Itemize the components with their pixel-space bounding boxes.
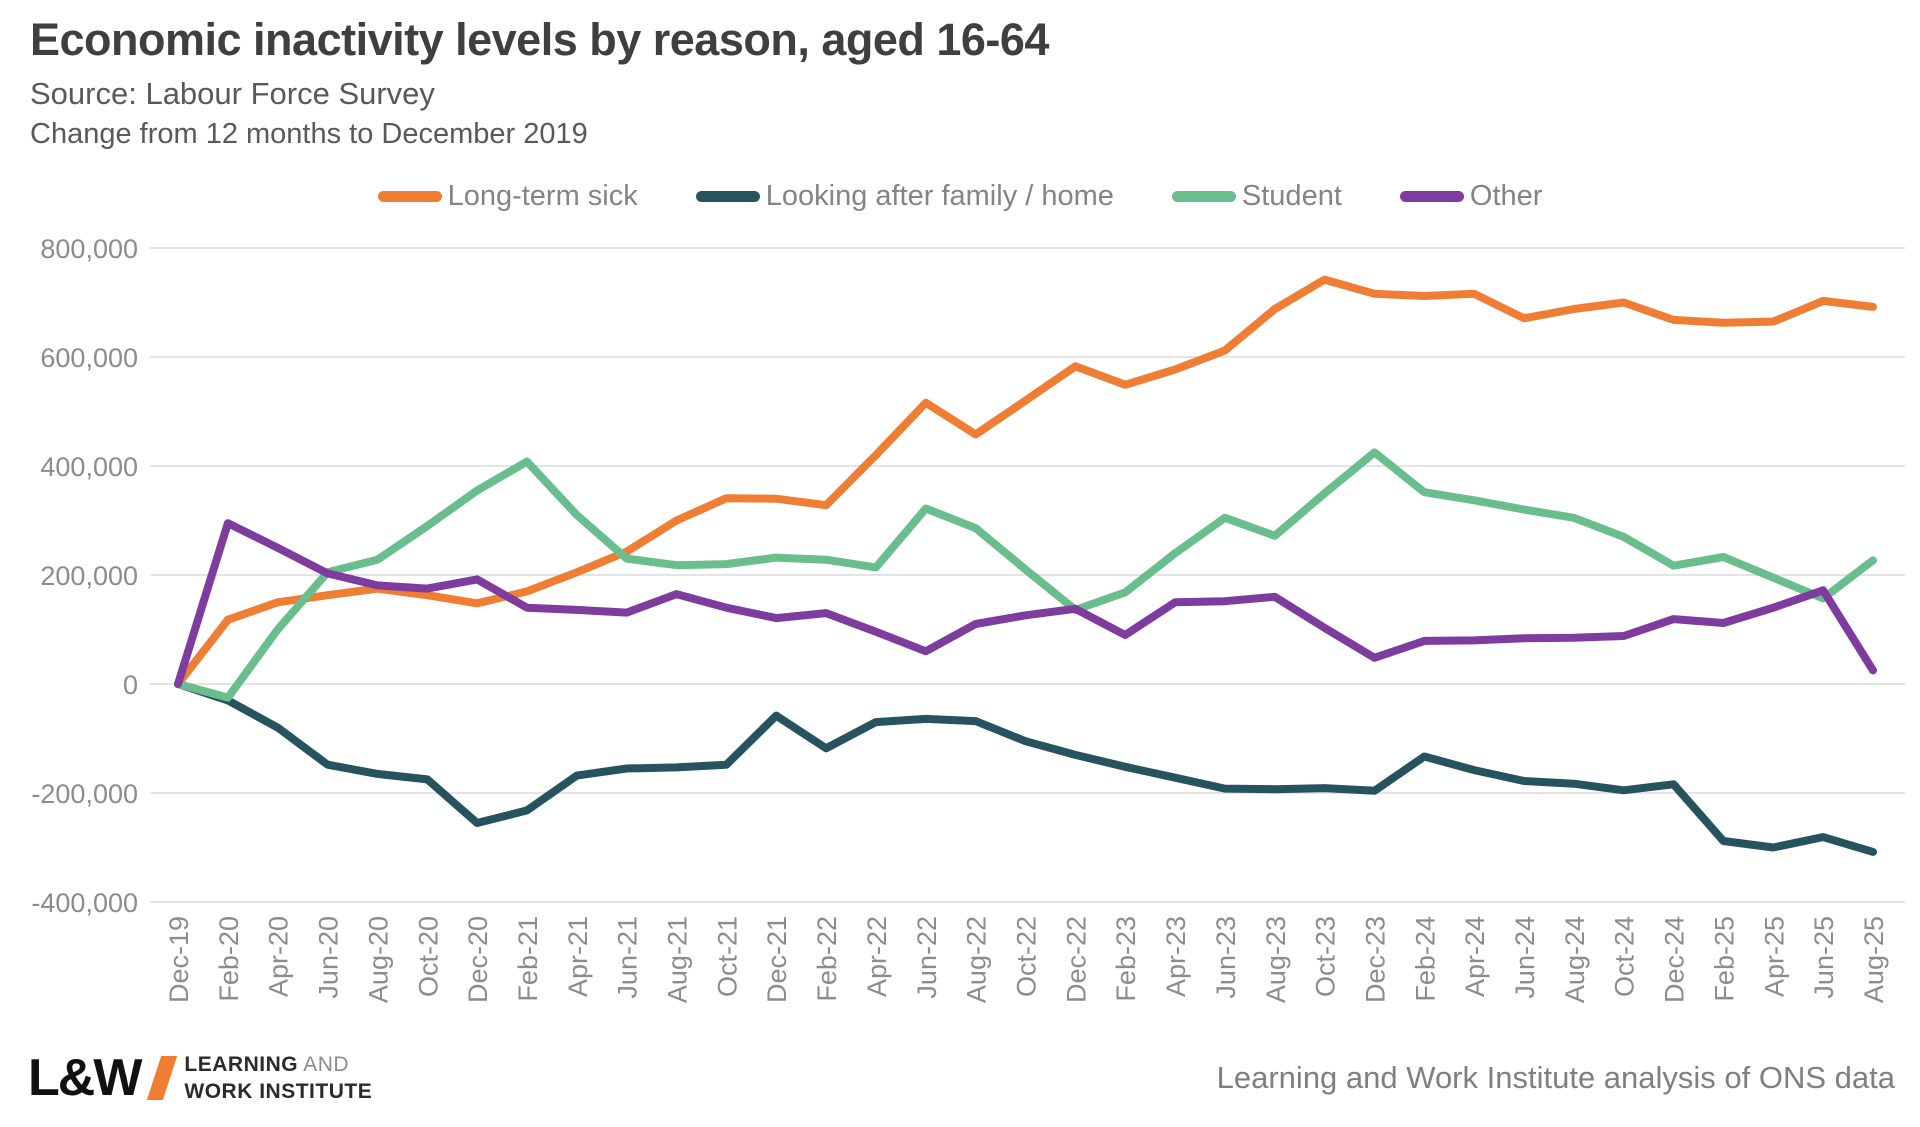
x-axis-label: Oct-22 [1012,916,1042,997]
x-axis-label: Dec-19 [164,916,194,1003]
lw-logo: L&W LEARNING AND WORK INSTITUTE [28,1048,372,1108]
x-axis-label: Oct-20 [413,916,443,997]
legend-swatch-icon [1171,191,1236,202]
legend-item: Other [1399,180,1543,213]
x-axis-label: Feb-23 [1111,916,1141,1002]
legend-label: Long-term sick [447,180,638,212]
chart-source: Source: Labour Force Survey [30,76,435,111]
x-axis-label: Feb-24 [1410,916,1440,1002]
x-axis-label: Feb-25 [1709,916,1739,1002]
x-axis-label: Oct-21 [712,916,742,997]
x-axis-label: Apr-20 [264,916,294,997]
chart-header: Economic inactivity levels by reason, ag… [30,14,1049,151]
lw-logo-line2-strong: WORK INSTITUTE [184,1080,373,1103]
x-axis-label: Jun-20 [314,916,344,999]
lw-logo-line1-light: AND [298,1052,350,1076]
x-axis-label: Aug-25 [1859,916,1889,1003]
x-axis-label: Dec-24 [1660,916,1690,1003]
legend-swatch-icon [695,191,760,202]
y-axis-label: 600,000 [40,343,138,373]
x-axis-label: Oct-23 [1311,916,1341,997]
x-axis-label: Aug-23 [1261,916,1291,1003]
legend-swatch-icon [1399,191,1464,202]
series-line-long-term-sick [174,275,1877,688]
lw-logo-mark: L&W [28,1049,142,1107]
chart-note: Change from 12 months to December 2019 [30,118,588,150]
series-line-other [174,519,1877,688]
attribution-text: Learning and Work Institute analysis of … [1216,1060,1895,1095]
x-axis-label: Feb-22 [812,916,842,1002]
legend-item: Student [1171,180,1342,213]
x-axis-label: Oct-24 [1610,916,1640,997]
x-axis-label: Dec-22 [1061,916,1091,1003]
x-axis-label: Aug-20 [363,916,393,1003]
y-axis-label: 800,000 [40,234,138,264]
legend-item: Looking after family / home [695,180,1114,213]
lw-logo-text: LEARNING AND WORK INSTITUTE [184,1051,372,1106]
chart-legend: Long-term sick Looking after family / hom… [0,180,1920,213]
legend-item: Long-term sick [377,180,638,213]
series-line-looking-after-family-home [174,680,1877,856]
legend-label: Student [1241,180,1342,212]
x-axis-label: Jun-21 [613,916,643,999]
x-axis-label: Jun-23 [1211,916,1241,999]
x-axis-label: Dec-23 [1360,916,1390,1003]
x-axis-label: Dec-21 [762,916,792,1003]
chart-title: Economic inactivity levels by reason, ag… [30,14,1049,65]
x-axis-label: Dec-20 [463,916,493,1003]
x-axis-label: Aug-24 [1560,916,1590,1003]
y-axis-label: 400,000 [40,452,138,482]
legend-swatch-icon [377,191,442,202]
y-axis-label: 0 [123,670,138,700]
lw-logo-slash-icon [147,1056,178,1100]
legend-label: Other [1469,180,1543,212]
x-axis-label: Jun-24 [1510,916,1540,999]
x-axis-label: Apr-24 [1460,916,1490,997]
y-axis-label: -400,000 [31,888,138,918]
y-axis-label: 200,000 [40,561,138,591]
x-axis-label: Jun-22 [912,916,942,999]
x-axis-label: Apr-23 [1161,916,1191,997]
x-axis-label: Apr-25 [1759,916,1789,997]
x-axis-label: Apr-21 [563,916,593,997]
x-axis-label: Feb-21 [513,916,543,1002]
y-axis-label: -200,000 [31,779,138,809]
series-line-student [174,448,1877,702]
lw-logo-line1-strong: LEARNING [184,1052,299,1076]
x-axis-label: Feb-20 [214,916,244,1002]
x-axis-label: Jun-25 [1809,916,1839,999]
x-axis-label: Aug-21 [663,916,693,1003]
legend-label: Looking after family / home [765,180,1114,212]
x-axis-label: Apr-22 [862,916,892,997]
x-axis-label: Aug-22 [962,916,992,1003]
